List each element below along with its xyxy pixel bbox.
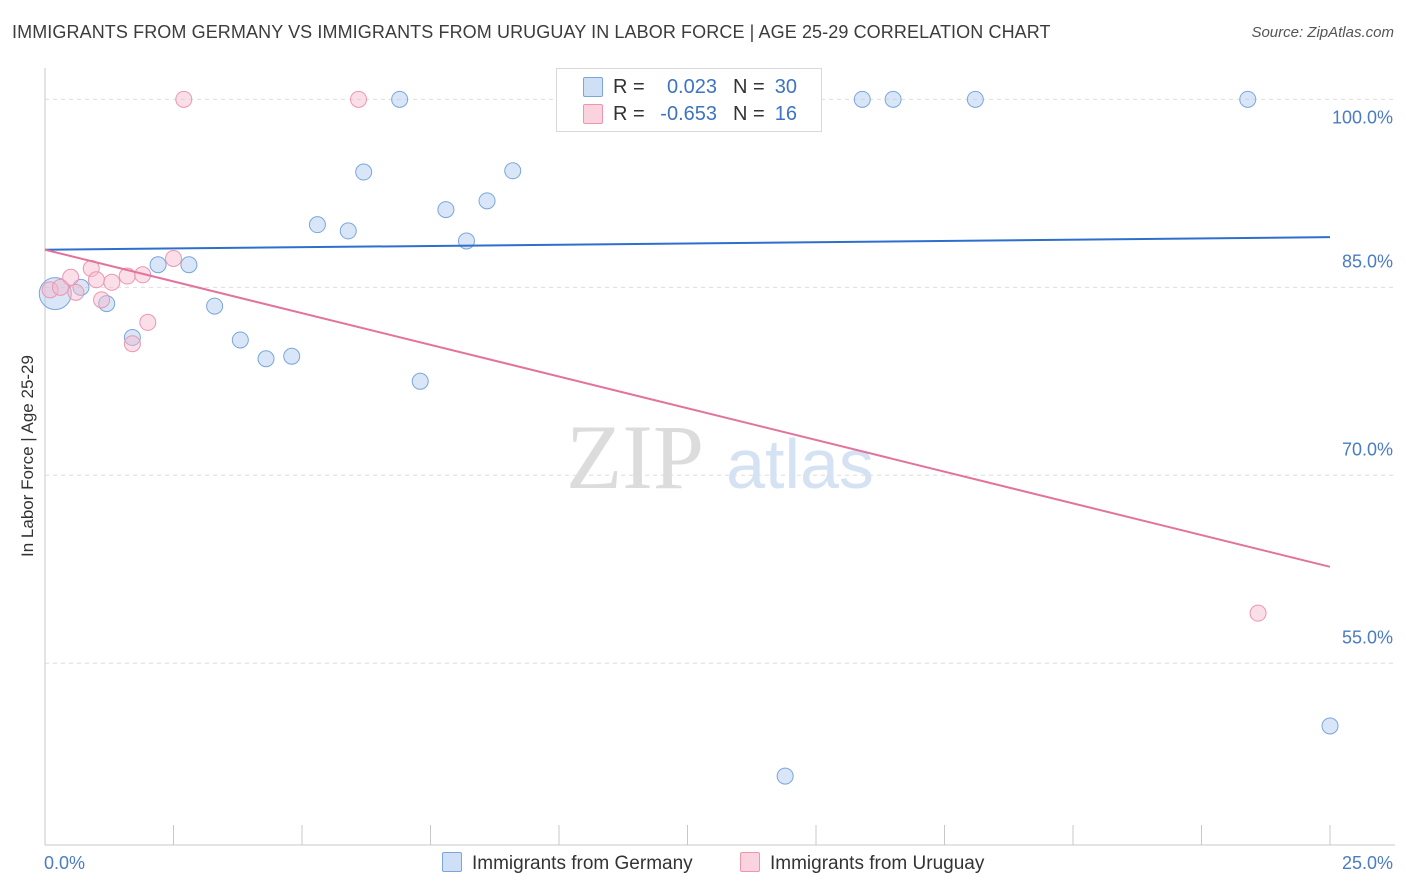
germany-trend-line <box>44 236 1331 251</box>
germany-point <box>966 90 984 108</box>
germany-point <box>308 216 326 234</box>
uruguay-point <box>67 283 85 301</box>
legend-r-value: -0.653 <box>660 103 717 125</box>
watermark-zip: ZIP <box>566 406 704 508</box>
germany-point <box>437 201 455 219</box>
y-axis-title: In Labor Force | Age 25-29 <box>18 355 37 557</box>
legend-row-germany: R = 0.023 N = 30 <box>557 74 821 100</box>
legend-r-value: 0.023 <box>666 76 717 98</box>
legend-n-label: N = <box>733 76 765 98</box>
series-name-uruguay: Immigrants from Uruguay <box>770 853 985 874</box>
legend-swatch-uruguay <box>583 104 603 124</box>
legend-r-label: R = <box>613 76 645 98</box>
series-legend-uruguay: Immigrants from Uruguay <box>740 852 984 875</box>
germany-point <box>231 331 249 349</box>
germany-point <box>478 192 496 210</box>
germany-point <box>123 328 141 346</box>
uruguay-point <box>51 278 69 296</box>
x-tick-label: 25.0% <box>1342 853 1393 873</box>
uruguay-point <box>123 335 141 353</box>
germany-point <box>257 350 275 368</box>
uruguay-point <box>87 271 105 289</box>
series-swatch-uruguay <box>740 852 760 872</box>
watermark-atlas: atlas <box>726 425 874 503</box>
uruguay-point <box>350 90 368 108</box>
y-tick-label: 55.0% <box>1342 627 1393 647</box>
legend-row-uruguay: R = -0.653 N = 16 <box>557 101 821 127</box>
germany-point <box>1321 717 1339 735</box>
axes <box>44 68 1395 846</box>
chart-title: IMMIGRANTS FROM GERMANY VS IMMIGRANTS FR… <box>12 22 1051 42</box>
germany-point <box>206 297 224 315</box>
tick-labels: 55.0% 70.0% 85.0% 100.0% 0.0% 25.0% <box>44 107 1393 873</box>
legend-n-value: 16 <box>774 103 797 125</box>
y-tick-label: 85.0% <box>1342 251 1393 271</box>
germany-point <box>776 767 794 785</box>
germany-point <box>853 90 871 108</box>
germany-point <box>1239 90 1257 108</box>
uruguay-point <box>175 90 193 108</box>
legend-n-value: 30 <box>774 76 797 98</box>
legend-n-label: N = <box>733 103 765 125</box>
germany-point <box>391 90 409 108</box>
uruguay-point <box>165 249 182 267</box>
series-swatch-germany <box>442 852 462 872</box>
germany-point <box>72 278 90 296</box>
germany-point <box>149 256 167 274</box>
germany-point <box>339 222 357 240</box>
y-tick-label: 100.0% <box>1332 107 1393 127</box>
grid-lines <box>45 98 1395 664</box>
trend-lines <box>44 236 1331 568</box>
germany-point <box>283 347 301 365</box>
germany-point <box>884 90 902 108</box>
uruguay-point <box>41 281 59 299</box>
uruguay-trend-line <box>44 248 1331 568</box>
x-tick-label: 0.0% <box>44 853 85 873</box>
uruguay-point <box>139 313 157 331</box>
series-name-germany: Immigrants from Germany <box>472 853 693 874</box>
legend-r-label: R = <box>613 103 645 125</box>
source-credit: Source: ZipAtlas.com <box>1251 24 1394 41</box>
uruguay-point <box>1249 604 1267 622</box>
correlation-legend: R = 0.023 N = 30 R = -0.653 N = 16 <box>556 68 822 132</box>
germany-point <box>180 256 198 274</box>
series-legend-germany: Immigrants from Germany <box>442 852 693 875</box>
legend-swatch-germany <box>583 77 603 97</box>
uruguay-point <box>62 268 80 286</box>
uruguay-point <box>93 291 111 309</box>
uruguay-point <box>103 273 121 291</box>
germany-point <box>355 163 373 181</box>
y-tick-label: 70.0% <box>1342 439 1393 459</box>
germany-point <box>504 162 522 180</box>
germany-point <box>411 372 429 390</box>
